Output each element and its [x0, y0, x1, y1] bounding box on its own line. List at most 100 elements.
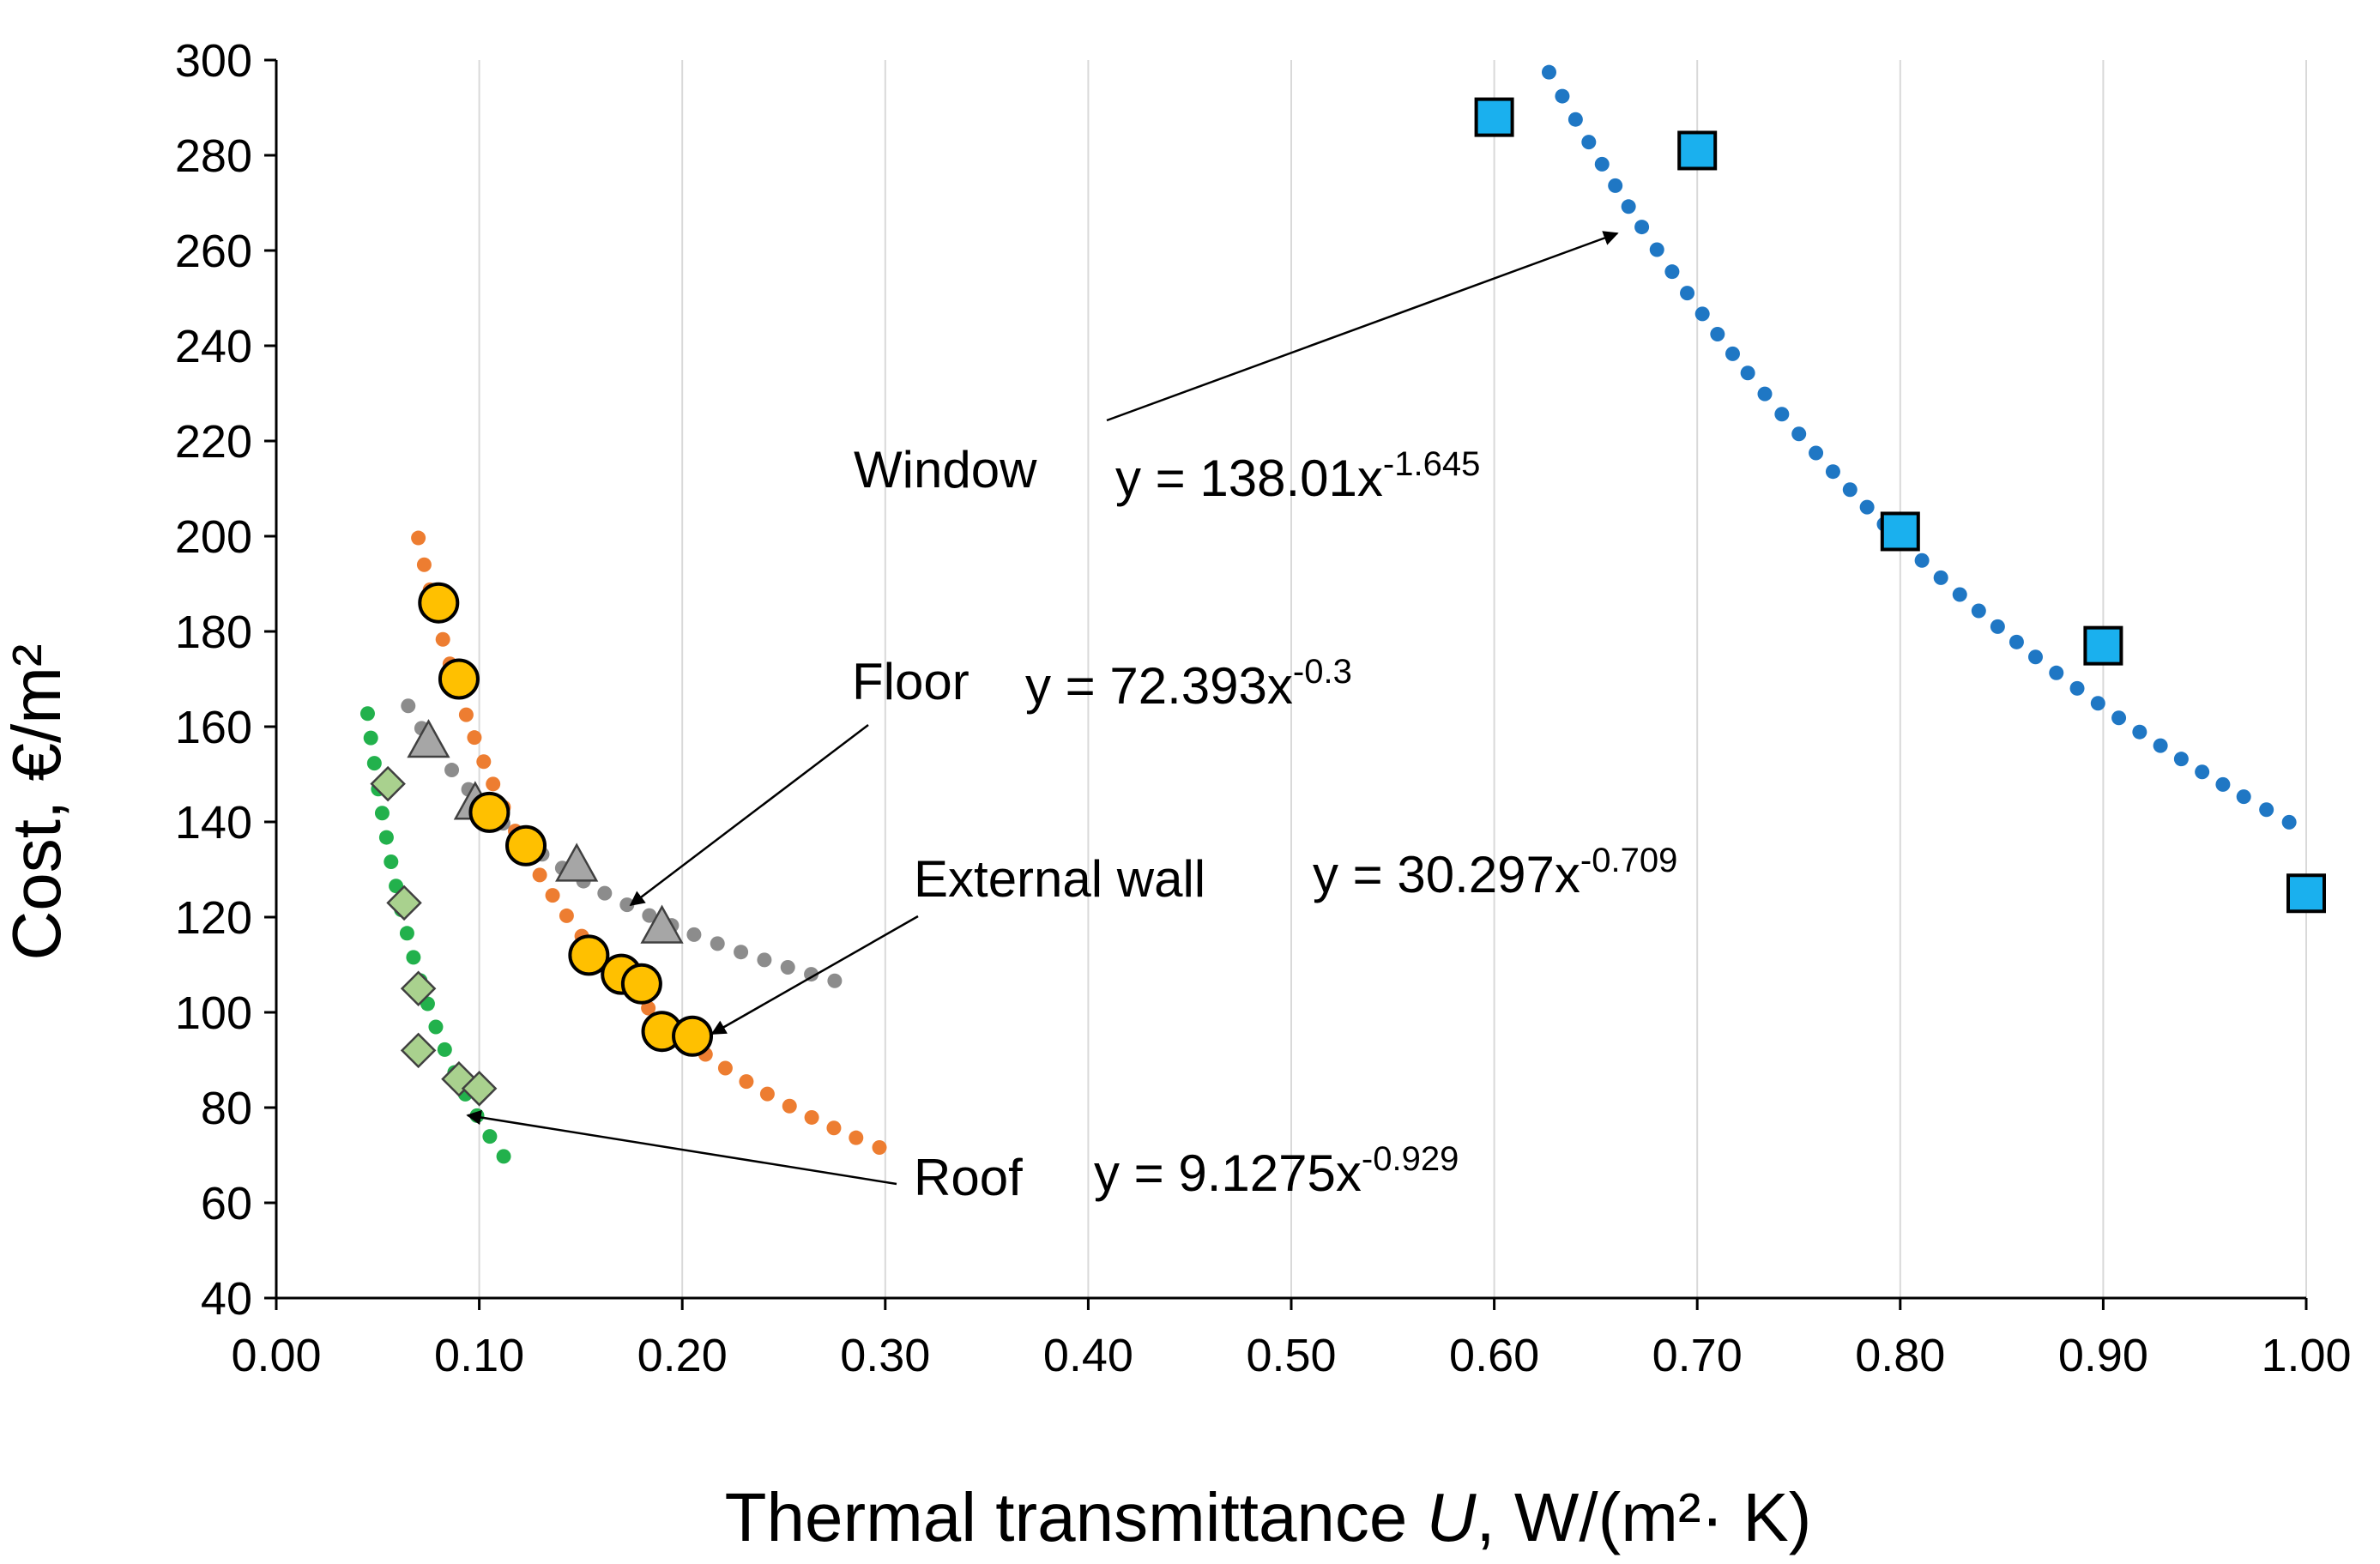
trend-dot [780, 959, 795, 975]
trend-dot [1971, 603, 1986, 619]
trend-dot [597, 885, 613, 901]
trend-dot [428, 1019, 444, 1035]
y-tick-label: 100 [175, 987, 252, 1039]
trend-dot [545, 888, 560, 903]
series-name-label: Floor [852, 653, 970, 710]
y-tick-label: 40 [201, 1273, 252, 1325]
trend-dot [804, 1109, 819, 1125]
trend-dot [1990, 619, 2005, 634]
data-point-square [1474, 97, 1514, 137]
trend-dot [739, 1074, 754, 1090]
trend-dot [1952, 587, 1967, 602]
trend-dot [1710, 326, 1725, 341]
equation-base: y = 72.393x [1025, 657, 1293, 715]
data-point-square [1677, 130, 1718, 171]
trend-dot [1859, 499, 1875, 515]
trend-dot [416, 557, 432, 572]
trend-dot [559, 908, 574, 923]
trend-dot [2195, 764, 2210, 780]
x-tick-label: 0.80 [1855, 1330, 1945, 1381]
trend-dot [1914, 553, 1930, 568]
trend-dot [827, 973, 843, 988]
trend-dot [384, 854, 399, 869]
trend-dot [486, 776, 501, 792]
trend-dot [1757, 386, 1773, 402]
series-name-label: Roof [914, 1149, 1023, 1206]
data-point-circle [468, 791, 510, 833]
trend-dot [363, 730, 378, 746]
series-name-label: Window [854, 441, 1037, 498]
trend-equation: y = 30.297x-0.709 [1313, 842, 1677, 903]
x-tick-label: 0.10 [434, 1330, 524, 1381]
data-point-square [2083, 625, 2123, 666]
trend-dot [482, 1129, 498, 1144]
x-tick-label: 0.60 [1449, 1330, 1539, 1381]
trend-dot [717, 1060, 733, 1076]
x-tick-label: 0.30 [840, 1330, 930, 1381]
trend-dot [686, 927, 702, 942]
trend-equation: y = 72.393x-0.3 [1025, 653, 1352, 715]
trend-dot [378, 830, 394, 845]
y-tick-label: 260 [175, 226, 252, 277]
trend-dot [359, 706, 375, 722]
trend-dot [1555, 88, 1570, 104]
x-tick-label: 0.40 [1043, 1330, 1133, 1381]
trend-dot [1680, 286, 1695, 301]
data-point-diamond [461, 1071, 498, 1107]
y-tick-label: 160 [175, 702, 252, 753]
data-point-triangle [555, 842, 599, 882]
trend-dot [641, 1000, 656, 1016]
data-point-circle [438, 658, 480, 700]
data-point-circle [418, 582, 460, 624]
trend-dot [1568, 112, 1583, 127]
annotation-arrow [1106, 231, 1619, 422]
trend-dot [2049, 665, 2064, 680]
data-point-triangle [640, 904, 684, 944]
data-point-circle [672, 1015, 714, 1057]
trend-dot [401, 698, 416, 714]
annotations: Window y = 138.01x-1.645 Floor y = 72.393x-… [852, 441, 1677, 1206]
trend-dot [2259, 802, 2274, 818]
equation-base: y = 9.1275x [1094, 1144, 1362, 1202]
x-axis-title-prefix: Thermal transmittance [725, 1479, 1427, 1555]
trend-dot [757, 952, 772, 968]
annotation-arrows [466, 231, 1619, 1186]
annotation-arrow [710, 915, 919, 1036]
trend-dot [1649, 242, 1664, 257]
trend-dot [1933, 570, 1948, 585]
trend-dot [872, 1139, 887, 1155]
annotation-arrow [466, 1109, 897, 1186]
equation-base: y = 138.01x [1115, 450, 1383, 507]
trend-dot [1594, 156, 1610, 172]
data-markers [370, 97, 2326, 1107]
trend-dot [532, 867, 547, 883]
data-point-diamond [400, 1032, 437, 1069]
trend-dot [399, 926, 414, 941]
trend-dot [1842, 482, 1857, 498]
x-tick-label: 0.20 [637, 1330, 728, 1381]
x-tick-label: 0.70 [1652, 1330, 1743, 1381]
trend-dot [411, 530, 426, 546]
trend-dot [782, 1098, 797, 1114]
trend-dot [2027, 649, 2043, 665]
trend-dot [2111, 710, 2127, 726]
trend-dot [759, 1086, 775, 1102]
x-axis-title: Thermal transmittance U, W/(m²· K) [725, 1479, 1812, 1555]
x-axis-title-suffix: , W/(m²· K) [1476, 1479, 1811, 1555]
trend-dot [437, 1042, 452, 1057]
trend-dot [1740, 365, 1755, 381]
trend-dot [642, 908, 657, 923]
grid-lines [478, 60, 2307, 1298]
x-tick-label: 0.90 [2058, 1330, 2148, 1381]
trend-dot [2153, 738, 2168, 753]
equation-exponent: -1.645 [1383, 445, 1480, 483]
equation-exponent: -0.3 [1293, 653, 1352, 691]
y-tick-label: 240 [175, 321, 252, 372]
data-point-diamond [370, 765, 406, 802]
trend-dot [1664, 264, 1680, 280]
trend-dot [476, 754, 492, 770]
trend-dot [2132, 724, 2147, 740]
trend-dot [1725, 346, 1740, 361]
trend-dot [2069, 680, 2085, 696]
data-point-circle [620, 963, 662, 1005]
